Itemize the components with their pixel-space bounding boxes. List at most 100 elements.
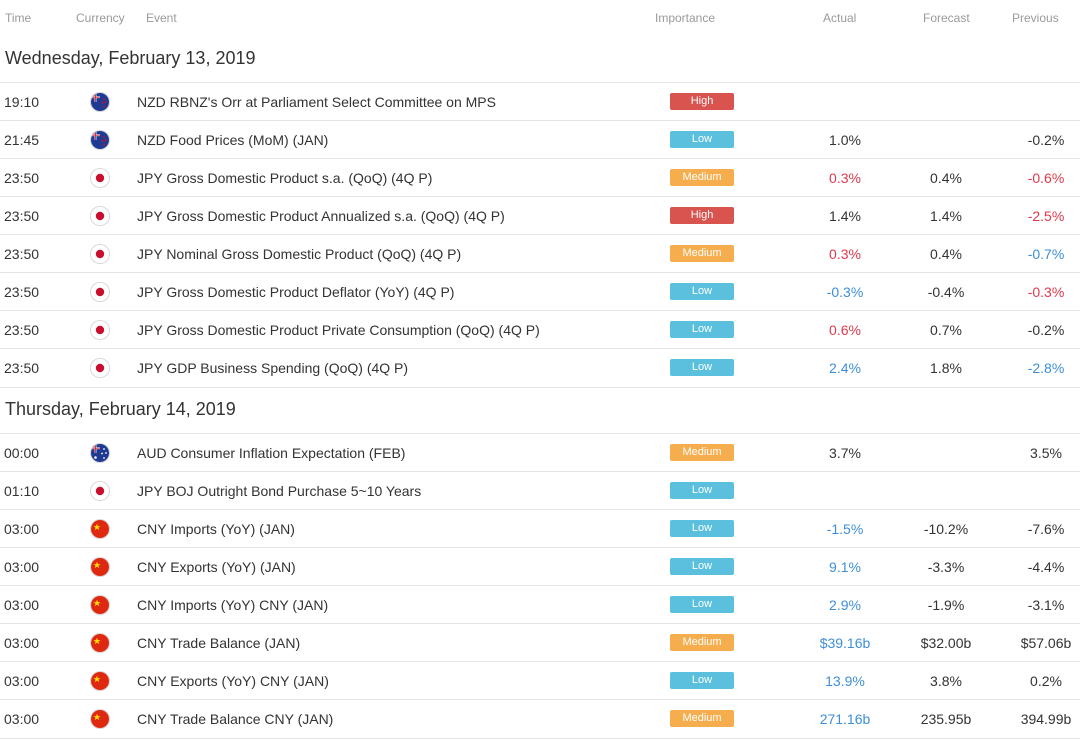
actual-value: -1.5%	[826, 521, 864, 537]
event-name[interactable]: CNY Trade Balance CNY (JAN)	[137, 711, 334, 727]
cn-flag-icon	[91, 596, 109, 614]
actual-value: 271.16b	[819, 711, 871, 727]
au-flag-icon	[91, 444, 109, 462]
table-row[interactable]: 03:00 CNY Exports (YoY) (JAN) Low 9.1% -3.3%…	[0, 547, 1080, 586]
event-name[interactable]: JPY Gross Domestic Product s.a. (QoQ) (4…	[137, 170, 433, 186]
cn-flag-icon	[91, 672, 109, 690]
event-time: 23:50	[4, 170, 40, 186]
event-name[interactable]: JPY Nominal Gross Domestic Product (QoQ)…	[137, 246, 462, 262]
event-name[interactable]: JPY Gross Domestic Product Deflator (YoY…	[137, 284, 455, 300]
actual-value: 0.3%	[829, 170, 861, 186]
actual-value: $39.16b	[819, 635, 871, 651]
importance-badge: Low	[670, 520, 734, 537]
event-time: 19:10	[4, 94, 40, 110]
previous-value: -3.1%	[1027, 597, 1065, 613]
event-name[interactable]: CNY Exports (YoY) (JAN)	[137, 559, 296, 575]
event-time: 03:00	[4, 559, 40, 575]
event-name[interactable]: AUD Consumer Inflation Expectation (FEB)	[137, 445, 406, 461]
previous-value: 0.2%	[1030, 673, 1062, 689]
event-time: 01:10	[4, 483, 40, 499]
importance-badge: Medium	[670, 710, 734, 727]
column-header-previous[interactable]: Previous	[1012, 11, 1059, 25]
event-name[interactable]: JPY GDP Business Spending (QoQ) (4Q P)	[137, 360, 409, 376]
previous-value: -0.7%	[1027, 246, 1065, 262]
table-row[interactable]: 23:50 JPY Gross Domestic Product Private …	[0, 310, 1080, 349]
importance-badge: High	[670, 207, 734, 224]
table-row[interactable]: 03:00 CNY Trade Balance (JAN) Medium $39.16…	[0, 623, 1080, 662]
previous-value: -0.2%	[1027, 132, 1065, 148]
table-row[interactable]: 23:50 JPY Nominal Gross Domestic Product …	[0, 234, 1080, 273]
event-time: 23:50	[4, 246, 40, 262]
cn-flag-icon	[91, 634, 109, 652]
table-row[interactable]: 01:10 JPY BOJ Outright Bond Purchase 5~10…	[0, 471, 1080, 510]
event-time: 21:45	[4, 132, 40, 148]
actual-value: 9.1%	[829, 559, 861, 575]
jp-flag-icon	[91, 169, 109, 187]
column-header-currency[interactable]: Currency	[76, 11, 125, 25]
table-row[interactable]: 23:50 JPY Gross Domestic Product s.a. (Qo…	[0, 158, 1080, 197]
table-row[interactable]: 03:00 CNY Exports (YoY) CNY (JAN) Low 13.9%…	[0, 661, 1080, 700]
table-row[interactable]: 03:00 CNY Imports (YoY) (JAN) Low -1.5% -10.…	[0, 509, 1080, 548]
forecast-value: 235.95b	[920, 711, 972, 727]
event-name[interactable]: CNY Exports (YoY) CNY (JAN)	[137, 673, 329, 689]
forecast-value: 1.8%	[930, 360, 962, 376]
jp-flag-icon	[91, 321, 109, 339]
previous-value: 394.99b	[1020, 711, 1072, 727]
event-time: 23:50	[4, 208, 40, 224]
column-header-time[interactable]: Time	[5, 11, 32, 25]
table-row[interactable]: 19:10 NZD RBNZ's Orr at Parliament Select…	[0, 82, 1080, 121]
table-row[interactable]: 23:50 JPY Gross Domestic Product Annualiz…	[0, 196, 1080, 235]
forecast-value: -10.2%	[923, 521, 969, 537]
column-header-forecast[interactable]: Forecast	[923, 11, 970, 25]
importance-badge: Low	[670, 321, 734, 338]
forecast-value: 0.7%	[930, 322, 962, 338]
event-name[interactable]: JPY Gross Domestic Product Annualized s.…	[137, 208, 505, 224]
forecast-value: -0.4%	[927, 284, 965, 300]
forecast-value: -1.9%	[927, 597, 965, 613]
event-name[interactable]: CNY Imports (YoY) (JAN)	[137, 521, 295, 537]
forecast-value: 0.4%	[930, 246, 962, 262]
table-header: Time Currency Event Importance Actual Fo…	[0, 0, 1085, 36]
previous-value: -0.2%	[1027, 322, 1065, 338]
previous-value: -4.4%	[1027, 559, 1065, 575]
actual-value: -0.3%	[826, 284, 864, 300]
column-header-importance[interactable]: Importance	[655, 11, 716, 25]
previous-value: -2.5%	[1027, 208, 1065, 224]
event-name[interactable]: NZD Food Prices (MoM) (JAN)	[137, 132, 329, 148]
event-name[interactable]: JPY Gross Domestic Product Private Consu…	[137, 322, 540, 338]
forecast-value: 3.8%	[930, 673, 962, 689]
forecast-value: -3.3%	[927, 559, 965, 575]
importance-badge: Medium	[670, 245, 734, 262]
table-row[interactable]: 23:50 JPY Gross Domestic Product Deflator…	[0, 272, 1080, 311]
nz-flag-icon	[91, 93, 109, 111]
actual-value: 1.0%	[829, 132, 861, 148]
event-time: 23:50	[4, 322, 40, 338]
event-name[interactable]: JPY BOJ Outright Bond Purchase 5~10 Year…	[137, 483, 422, 499]
column-header-actual[interactable]: Actual	[823, 11, 857, 25]
event-time: 03:00	[4, 711, 40, 727]
event-time: 23:50	[4, 360, 40, 376]
table-row[interactable]: 23:50 JPY GDP Business Spending (QoQ) (4Q…	[0, 348, 1080, 388]
event-name[interactable]: CNY Trade Balance (JAN)	[137, 635, 301, 651]
jp-flag-icon	[91, 207, 109, 225]
importance-badge: Low	[670, 482, 734, 499]
event-name[interactable]: NZD RBNZ's Orr at Parliament Select Comm…	[137, 94, 496, 110]
column-header-event[interactable]: Event	[146, 11, 177, 25]
table-row[interactable]: 21:45 NZD Food Prices (MoM) (JAN) Low 1.0% -…	[0, 120, 1080, 159]
actual-value: 1.4%	[829, 208, 861, 224]
table-row[interactable]: 00:00 AUD Consumer Inflation Expectation …	[0, 433, 1080, 472]
forecast-value: 1.4%	[930, 208, 962, 224]
previous-value: -2.8%	[1027, 360, 1065, 376]
forecast-value: 0.4%	[930, 170, 962, 186]
importance-badge: High	[670, 93, 734, 110]
jp-flag-icon	[91, 359, 109, 377]
day-header: Wednesday, February 13, 2019	[5, 48, 256, 68]
previous-value: -0.3%	[1027, 284, 1065, 300]
table-row[interactable]: 03:00 CNY Imports (YoY) CNY (JAN) Low 2.9% -…	[0, 585, 1080, 624]
importance-badge: Medium	[670, 169, 734, 186]
table-row[interactable]: 03:00 CNY Trade Balance CNY (JAN) Medium 27…	[0, 699, 1080, 739]
event-time: 03:00	[4, 673, 40, 689]
jp-flag-icon	[91, 245, 109, 263]
event-name[interactable]: CNY Imports (YoY) CNY (JAN)	[137, 597, 329, 613]
previous-value: -7.6%	[1027, 521, 1065, 537]
